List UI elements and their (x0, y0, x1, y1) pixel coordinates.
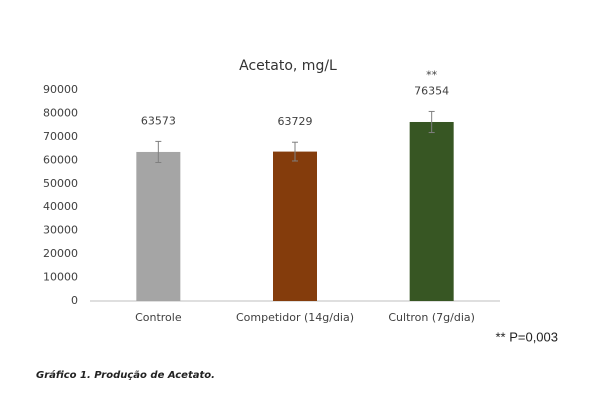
footnote: ** P=0,003 (495, 329, 558, 344)
y-tick-label: 80000 (43, 106, 78, 119)
y-tick-label: 60000 (43, 153, 78, 166)
chart-title: Acetato, mg/L (239, 58, 337, 74)
data-label: 63729 (278, 115, 313, 128)
annotation: ** (426, 68, 438, 81)
y-tick-label: 10000 (43, 271, 78, 284)
bar (409, 121, 454, 302)
y-tick-label: 0 (71, 294, 78, 307)
y-tick-label: 20000 (43, 247, 78, 260)
y-tick-label: 70000 (43, 130, 78, 143)
x-tick-label: Cultron (7g/dia) (388, 311, 475, 324)
y-tick-label: 90000 (43, 83, 78, 96)
data-label: 63573 (141, 114, 176, 127)
y-tick-label: 50000 (43, 177, 78, 190)
bar (136, 151, 181, 301)
x-tick-label: Competidor (14g/dia) (236, 311, 354, 324)
y-tick-label: 40000 (43, 200, 78, 213)
y-tick-label: 30000 (43, 224, 78, 237)
bar (273, 151, 317, 301)
data-label: 76354 (414, 84, 449, 97)
x-tick-label: Controle (135, 311, 182, 324)
caption: Gráfico 1. Produção de Acetato. (36, 369, 215, 381)
